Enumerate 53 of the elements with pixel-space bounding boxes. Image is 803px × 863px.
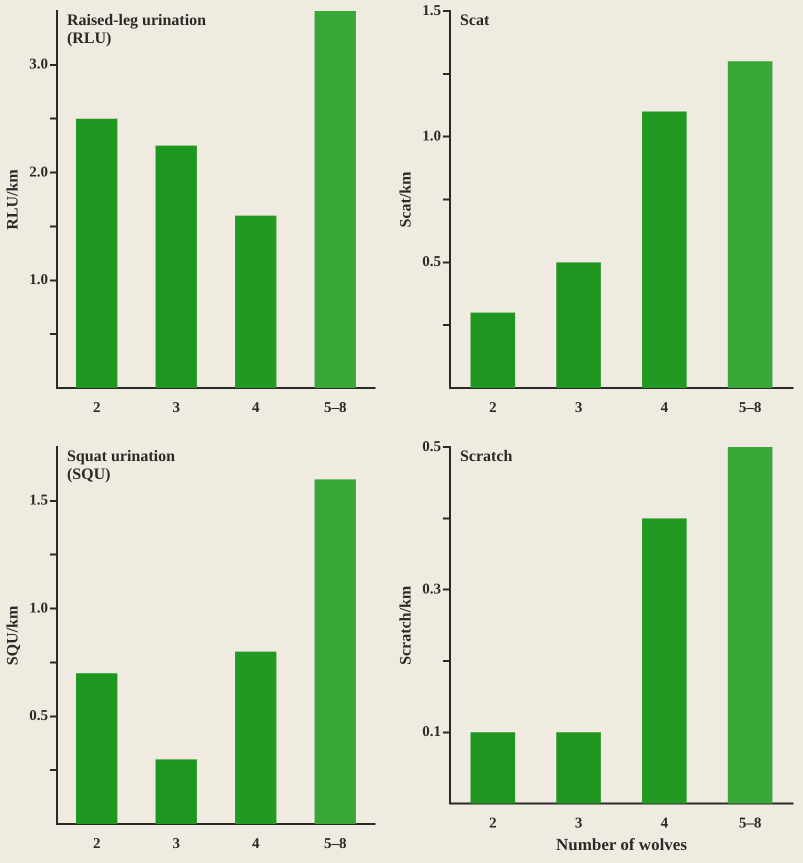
bar: [556, 262, 601, 388]
bar: [470, 732, 516, 804]
bar: [156, 759, 197, 824]
x-tick-label: 4: [660, 400, 669, 416]
x-tick-label: 5–8: [324, 400, 346, 416]
x-tick-label: 3: [172, 836, 180, 852]
y-axis-title: SQU/km: [4, 605, 22, 666]
chart-title: Scat: [460, 12, 490, 30]
bar: [556, 732, 601, 804]
y-tick-label: 1.5: [29, 492, 48, 509]
y-tick-label: 2.0: [29, 164, 48, 180]
bar: [728, 61, 772, 388]
y-tick-label: 3.0: [29, 56, 48, 73]
x-tick-label: 3: [172, 400, 180, 416]
y-tick-label: 1.5: [422, 2, 441, 19]
bar: [470, 312, 516, 388]
x-tick-label: 2: [92, 836, 100, 852]
y-tick-label: 0.5: [422, 254, 441, 270]
bar: [76, 673, 118, 824]
bar: [314, 479, 356, 824]
x-tick-label: 3: [574, 400, 582, 416]
y-tick-label: 1.0: [422, 128, 441, 145]
y-tick-label: 0.5: [29, 708, 48, 724]
x-tick-label: 3: [574, 815, 582, 832]
x-axis-title: Number of wolves: [556, 835, 688, 854]
x-tick-label: 4: [660, 815, 669, 832]
bar: [314, 11, 356, 388]
bar: [642, 112, 687, 388]
y-tick-label: 1.0: [29, 600, 48, 616]
x-tick-label: 2: [489, 815, 497, 832]
bar: [76, 118, 118, 388]
y-axis-title: Scratch/km: [398, 585, 415, 665]
chart-title: Scratch: [460, 448, 512, 466]
bar: [156, 146, 197, 388]
x-tick-label: 4: [252, 836, 260, 852]
x-tick-label: 2: [489, 400, 497, 416]
x-tick-label: 5–8: [738, 815, 762, 832]
bar: [642, 518, 687, 804]
x-tick-label: 4: [252, 400, 260, 416]
y-tick-label: 0.5: [422, 438, 441, 455]
x-tick-label: 5–8: [324, 836, 346, 852]
x-tick-label: 2: [92, 400, 100, 416]
bar: [235, 652, 276, 824]
y-axis-title: RLU/km: [4, 168, 22, 230]
y-tick-label: 0.1: [422, 724, 441, 740]
y-tick-label: 0.3: [422, 582, 441, 598]
bar: [728, 447, 772, 804]
y-tick-label: 1.0: [29, 272, 48, 288]
y-axis-title: Scat/km: [398, 170, 415, 228]
bar: [235, 216, 276, 388]
text: Raised-leg urination (RLU): [66, 12, 206, 48]
x-tick-label: 5–8: [738, 400, 762, 416]
text: Squat urination (SQU): [66, 448, 176, 484]
